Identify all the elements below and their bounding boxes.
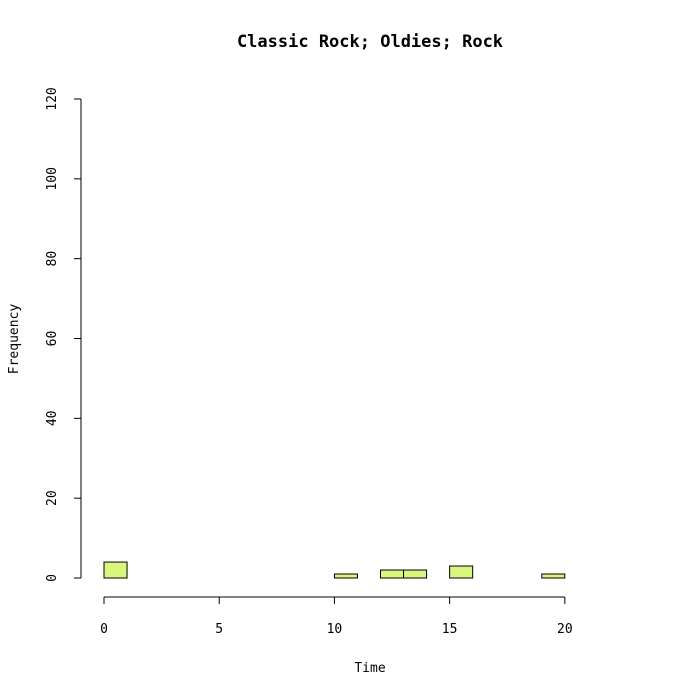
histogram-bar-10 <box>333 573 358 579</box>
y-tick-label-2: 40 <box>45 411 60 427</box>
y-tick-label-5: 100 <box>45 167 60 190</box>
x-tick-label-0: 0 <box>100 622 108 637</box>
y-tick-label-0: 0 <box>45 574 60 582</box>
y-axis-label: Frequency <box>7 304 22 375</box>
x-axis-label: Time <box>354 661 385 676</box>
histogram-bar-13 <box>403 569 428 579</box>
y-axis: 0 20 40 60 80 100 120 <box>45 87 82 582</box>
x-axis: 0 5 10 15 20 <box>100 596 573 637</box>
histogram-bar-19 <box>541 573 566 579</box>
histogram-bar-12 <box>380 569 405 579</box>
x-tick-label-4: 20 <box>557 622 573 637</box>
y-tick-label-1: 20 <box>45 490 60 506</box>
y-tick-label-4: 80 <box>45 251 60 267</box>
bars-group <box>103 561 566 579</box>
histogram-bar-0 <box>103 561 128 579</box>
x-tick-label-2: 10 <box>327 622 343 637</box>
y-tick-label-6: 120 <box>45 87 60 110</box>
histogram-bar-15 <box>449 565 474 579</box>
x-tick-label-3: 15 <box>442 622 458 637</box>
x-tick-label-1: 5 <box>215 622 223 637</box>
y-tick-label-3: 60 <box>45 331 60 347</box>
chart-title: Classic Rock; Oldies; Rock <box>237 32 503 52</box>
